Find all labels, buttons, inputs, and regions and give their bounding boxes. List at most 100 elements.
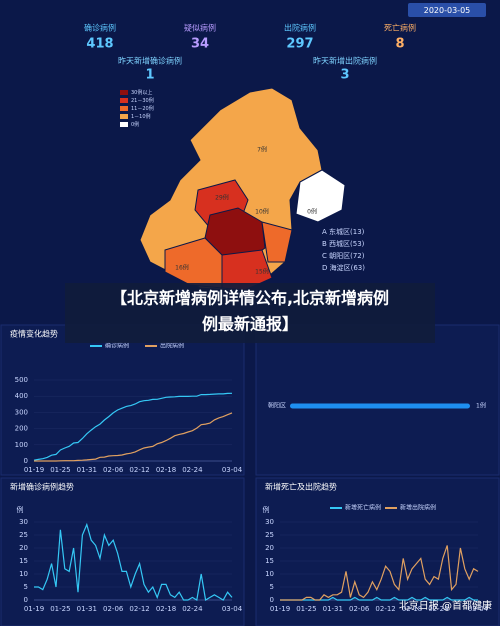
panel xyxy=(0,324,245,476)
line-series xyxy=(34,522,233,601)
y-tick-label: 400 xyxy=(15,392,28,400)
y-tick-label: 20 xyxy=(19,544,28,552)
map-label: 7例 xyxy=(257,146,267,154)
x-tick-label: 03-04 xyxy=(222,466,243,474)
district-label: C 朝阳区(72) xyxy=(322,251,365,260)
y-tick-label: 15 xyxy=(19,557,28,565)
legend-label: 新增死亡病例 xyxy=(345,504,381,512)
y-tick-label: 30 xyxy=(19,518,28,526)
x-tick-label: 01-31 xyxy=(77,605,97,613)
x-tick-label: 01-25 xyxy=(296,605,316,613)
panel xyxy=(255,324,500,476)
y-tick-label: 500 xyxy=(15,376,28,384)
x-tick-label: 02-24 xyxy=(182,605,203,613)
y-tick-label: 100 xyxy=(15,441,28,449)
y-tick-label: 30 xyxy=(265,518,274,526)
district-label: A 东城区(13) xyxy=(322,227,365,236)
legend-swatch xyxy=(120,106,128,111)
x-tick-label: 02-18 xyxy=(156,466,176,474)
x-tick-label: 02-18 xyxy=(402,605,422,613)
legend-label: 21－30例 xyxy=(131,97,154,104)
y-tick-label: 15 xyxy=(265,557,274,565)
y-tick-label: 5 xyxy=(270,583,274,591)
x-tick-label: 02-06 xyxy=(103,466,124,474)
stat-value: 8 xyxy=(395,37,404,52)
x-tick-label: 03-04 xyxy=(222,605,243,613)
x-tick-label: 02-12 xyxy=(129,466,149,474)
stat-label: 出院病例 xyxy=(284,23,316,33)
y-tick-label: 朝阳区 xyxy=(268,402,286,410)
y-tick-label: 300 xyxy=(15,408,28,416)
line-series xyxy=(280,545,479,601)
x-tick-label: 01-25 xyxy=(50,605,70,613)
x-tick-label: 02-12 xyxy=(375,605,395,613)
y-tick-label: 10 xyxy=(265,570,274,578)
y-tick-label: 0 xyxy=(24,457,28,465)
x-tick-label: 02-18 xyxy=(156,605,176,613)
x-tick-label: 02-24 xyxy=(428,605,449,613)
y-tick-label: 5 xyxy=(24,583,28,591)
x-tick-label: 01-19 xyxy=(24,605,44,613)
stat-label: 昨天新增确诊病例 xyxy=(118,56,182,66)
map-label: 15例 xyxy=(255,268,269,276)
legend-label: 30例以上 xyxy=(131,89,152,96)
x-tick-label: 01-19 xyxy=(270,605,290,613)
x-tick-label: 02-12 xyxy=(129,605,149,613)
map-label: 29例 xyxy=(215,194,229,202)
y-tick-label: 25 xyxy=(265,531,274,539)
banner-line: 例最新通报】 xyxy=(202,315,298,334)
y-tick-label: 0 xyxy=(24,596,28,604)
y-tick-label: 0 xyxy=(270,596,274,604)
map xyxy=(139,87,346,291)
stat-value: 3 xyxy=(340,68,349,83)
line-series xyxy=(280,596,478,601)
stat-value: 297 xyxy=(286,37,313,52)
legend-label: 出院病例 xyxy=(160,342,184,350)
panel xyxy=(255,477,500,626)
x-tick-label: 01-31 xyxy=(323,605,343,613)
stat-label: 昨天新增出院病例 xyxy=(313,56,377,66)
stat-value: 34 xyxy=(191,37,209,52)
x-tick-label: 01-25 xyxy=(50,466,70,474)
map-label: 0例 xyxy=(307,208,317,216)
legend-swatch xyxy=(120,90,128,95)
legend-swatch xyxy=(120,98,128,103)
value-label: 1例 xyxy=(476,402,486,410)
y-tick-label: 20 xyxy=(265,544,274,552)
bar xyxy=(290,403,470,409)
stat-label: 确诊病例 xyxy=(84,23,116,33)
y-tick-label: 25 xyxy=(19,531,28,539)
legend-label: 0例 xyxy=(131,121,139,128)
legend-swatch xyxy=(120,114,128,119)
map-region xyxy=(295,169,346,223)
line-series xyxy=(33,392,233,461)
x-tick-label: 03-04 xyxy=(468,605,489,613)
banner-bg xyxy=(65,283,435,343)
y-axis-label: 例 xyxy=(17,505,24,514)
district-label: D 海淀区(63) xyxy=(322,263,365,272)
line-series xyxy=(34,412,233,462)
stat-label: 死亡病例 xyxy=(384,23,416,33)
watermark: 北京日报 @首都健康 xyxy=(399,599,492,612)
x-tick-label: 01-31 xyxy=(77,466,97,474)
x-tick-label: 02-24 xyxy=(182,466,203,474)
legend-label: 1－10例 xyxy=(131,113,151,120)
legend-label: 确诊病例 xyxy=(105,342,129,350)
map-label: 10例 xyxy=(255,208,269,216)
x-tick-label: 02-06 xyxy=(103,605,124,613)
map-label: 16例 xyxy=(175,264,189,272)
y-axis-label: 例 xyxy=(263,505,270,514)
legend-label: 11－20例 xyxy=(131,105,154,112)
stat-label: 疑似病例 xyxy=(184,23,216,33)
panel xyxy=(0,477,245,626)
stat-value: 1 xyxy=(145,68,154,83)
y-tick-label: 200 xyxy=(15,425,28,433)
y-tick-label: 10 xyxy=(19,570,28,578)
chart-title: 疫情变化趋势 xyxy=(10,329,58,339)
map-region xyxy=(261,221,293,263)
chart-title: 新增确诊病例趋势 xyxy=(10,482,74,492)
x-tick-label: 02-06 xyxy=(349,605,370,613)
stat-value: 418 xyxy=(86,37,113,52)
date: 2020-03-05 xyxy=(424,6,471,15)
